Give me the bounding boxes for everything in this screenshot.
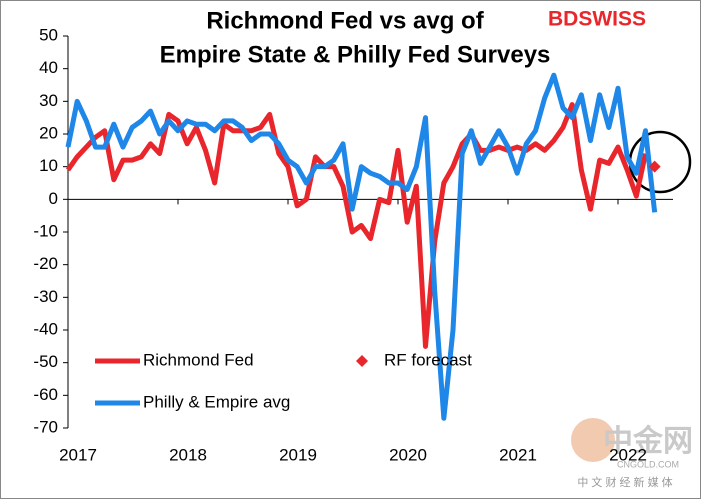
y-tick-label: -50 xyxy=(33,352,58,371)
y-tick-label: -70 xyxy=(33,417,58,436)
y-tick-label: -10 xyxy=(33,221,58,240)
chart-subtitle: Empire State & Philly Fed Surveys xyxy=(160,41,551,68)
x-tick-label: 2022 xyxy=(609,445,647,464)
watermark-sub: CNGOLD.COM xyxy=(617,459,679,469)
x-tick-label: 2020 xyxy=(389,445,427,464)
y-tick-label: -40 xyxy=(33,319,58,338)
watermark: 中金网 xyxy=(603,424,693,458)
x-tick-label: 2018 xyxy=(169,445,207,464)
x-tick-label: 2019 xyxy=(279,445,317,464)
y-tick-label: 0 xyxy=(49,189,58,208)
watermark-icon xyxy=(571,418,615,462)
x-tick-label: 2017 xyxy=(59,445,97,464)
y-tick-label: 50 xyxy=(39,25,58,44)
legend-label: RF forecast xyxy=(384,350,472,369)
y-tick-label: 20 xyxy=(39,123,58,142)
y-tick-label: 30 xyxy=(39,91,58,110)
chart-title: Richmond Fed vs avg of xyxy=(206,7,484,34)
legend-swatch xyxy=(356,355,368,367)
watermark-cn: 中 文 财 经 新 媒 体 xyxy=(577,475,672,489)
y-tick-label: 40 xyxy=(39,58,58,77)
y-tick-label: -60 xyxy=(33,385,58,404)
y-tick-label: -30 xyxy=(33,287,58,306)
legend-label: Richmond Fed xyxy=(143,350,254,369)
logo: BDSWISS xyxy=(548,8,646,31)
forecast-marker xyxy=(648,160,661,173)
series-line xyxy=(65,102,648,349)
x-tick-label: 2021 xyxy=(499,445,537,464)
y-tick-label: -20 xyxy=(33,254,58,273)
legend-label: Philly & Empire avg xyxy=(143,392,290,411)
y-tick-label: 10 xyxy=(39,156,58,175)
series-line xyxy=(65,72,658,421)
